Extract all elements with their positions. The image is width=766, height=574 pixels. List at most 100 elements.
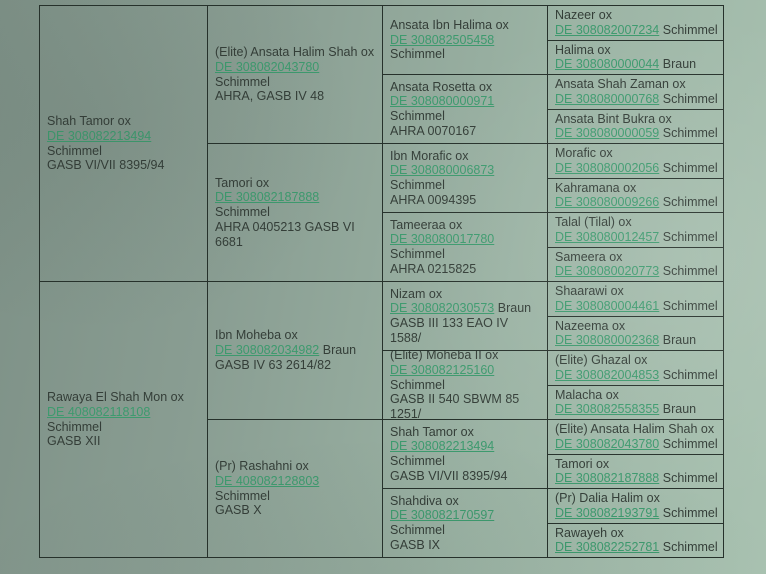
registration-line: DE 308082004853 Schimmel bbox=[555, 368, 718, 383]
studbook-info: GASB III 133 EAO IV 1588/ bbox=[390, 316, 509, 345]
registration-link[interactable]: DE 308082187888 bbox=[215, 190, 320, 205]
registration-link[interactable]: DE 308082004853 bbox=[555, 367, 660, 382]
coat-color: Braun bbox=[662, 57, 697, 72]
coat-color: Braun bbox=[662, 333, 697, 348]
coat-color: Schimmel bbox=[662, 229, 718, 244]
registration-link[interactable]: DE 308080017780 bbox=[390, 232, 495, 247]
registration-link[interactable]: DE 308082043780 bbox=[555, 436, 660, 451]
horse-name: Morafic ox bbox=[555, 146, 613, 160]
horse-name: Shahdiva ox bbox=[390, 493, 459, 508]
registration-link[interactable]: DE 308080000768 bbox=[555, 91, 660, 106]
registration-line: DE 308082034982 Braun bbox=[215, 343, 377, 358]
registration-link[interactable]: DE 308082187888 bbox=[555, 471, 660, 486]
registration-link[interactable]: DE 408082128803 bbox=[215, 473, 320, 488]
studbook-info: GASB IV 63 2614/82 bbox=[215, 357, 332, 372]
horse-name: Ibn Morafic ox bbox=[390, 148, 469, 163]
pedigree-cell-g4-2: Halima ox DE 308080000044 Braun bbox=[548, 40, 724, 75]
horse-name: Tamori ox bbox=[215, 175, 270, 190]
pedigree-cell-g4-4: Ansata Bint Bukra ox DE 308080000059 Sch… bbox=[548, 109, 724, 144]
registration-link[interactable]: DE 308082043780 bbox=[215, 59, 320, 74]
pedigree-table: Shah Tamor ox DE 308082213494 Schimmel G… bbox=[39, 5, 724, 558]
registration-link[interactable]: DE 308080000044 bbox=[555, 57, 660, 72]
registration-link[interactable]: DE 308082125160 bbox=[390, 362, 495, 377]
coat-color: Schimmel bbox=[662, 91, 718, 106]
registration-line: DE 308080002368 Braun bbox=[555, 333, 718, 348]
registration-line: DE 308082187888 Schimmel bbox=[555, 471, 718, 486]
registration-link[interactable]: DE 408082118108 bbox=[47, 404, 151, 419]
coat-color: Schimmel bbox=[662, 540, 718, 555]
horse-name: Rawaya El Shah Mon ox bbox=[47, 390, 184, 404]
registration-link[interactable]: DE 308082007234 bbox=[555, 22, 660, 37]
horse-name: (Elite) Moheba II ox bbox=[390, 351, 499, 363]
registration-link[interactable]: DE 308082558355 bbox=[555, 402, 660, 417]
registration-link[interactable]: DE 308082213494 bbox=[47, 128, 152, 143]
registration-link[interactable]: DE 308080000059 bbox=[555, 126, 660, 141]
pedigree-cell-g2-4: (Pr) Rashahni ox DE 408082128803 Schimme… bbox=[208, 420, 383, 558]
registration-line: DE 308080012457 Schimmel bbox=[555, 230, 718, 245]
registration-link[interactable]: DE 308080012457 bbox=[555, 229, 660, 244]
registration-link[interactable]: DE 308082193791 bbox=[555, 505, 660, 520]
coat-color: Schimmel bbox=[662, 126, 718, 141]
studbook-info: GASB IX bbox=[390, 537, 441, 552]
pedigree-cell-g4-9: Shaarawi ox DE 308080004461 Schimmel bbox=[548, 282, 724, 317]
studbook-info: AHRA 0094395 bbox=[390, 192, 477, 207]
registration-line: DE 308080000044 Braun bbox=[555, 57, 718, 72]
horse-name: Ansata Rosetta ox bbox=[390, 79, 493, 94]
horse-name: Shah Tamor ox bbox=[390, 424, 474, 439]
coat-color: Schimmel bbox=[662, 471, 718, 486]
coat-color: Braun bbox=[662, 402, 697, 417]
registration-link[interactable]: DE 308080004461 bbox=[555, 298, 660, 313]
coat-color: Schimmel bbox=[215, 488, 270, 503]
horse-name: Ibn Moheba ox bbox=[215, 328, 298, 343]
registration-link[interactable]: DE 308080000971 bbox=[390, 94, 495, 109]
registration-link[interactable]: DE 308082030573 bbox=[390, 301, 495, 316]
horse-name: Nizam ox bbox=[390, 286, 443, 301]
pedigree-cell-g1-1: Shah Tamor ox DE 308082213494 Schimmel G… bbox=[40, 6, 208, 282]
horse-name: (Pr) Dalia Halim ox bbox=[555, 491, 660, 505]
registration-line: DE 308082213494 Schimmel bbox=[47, 129, 202, 159]
registration-line: DE 308080020773 Schimmel bbox=[555, 264, 718, 279]
coat-color: Schimmel bbox=[662, 505, 718, 520]
pedigree-cell-g4-11: (Elite) Ghazal ox DE 308082004853 Schimm… bbox=[548, 351, 724, 386]
pedigree-cell-g3-2: Ansata Rosetta ox DE 308080000971 Schimm… bbox=[383, 75, 548, 144]
registration-link[interactable]: DE 308080006873 bbox=[390, 163, 495, 178]
coat-color: Schimmel bbox=[390, 247, 445, 261]
registration-line: DE 308080002056 Schimmel bbox=[555, 161, 718, 176]
horse-name: Tamori ox bbox=[555, 456, 610, 471]
pedigree-cell-g4-3: Ansata Shah Zaman ox DE 308080000768 Sch… bbox=[548, 75, 724, 110]
registration-line: DE 408082118108 Schimmel bbox=[47, 405, 202, 435]
coat-color: Schimmel bbox=[47, 143, 102, 158]
registration-line: DE 308082007234 Schimmel bbox=[555, 23, 718, 38]
registration-line: DE 308080000768 Schimmel bbox=[555, 92, 718, 107]
registration-link[interactable]: DE 308080020773 bbox=[555, 264, 660, 279]
registration-link[interactable]: DE 308080002056 bbox=[555, 160, 660, 175]
horse-name: Halima ox bbox=[555, 42, 611, 57]
registration-link[interactable]: DE 308080009266 bbox=[555, 195, 660, 210]
registration-link[interactable]: DE 308082505458 bbox=[390, 32, 495, 47]
coat-color: Schimmel bbox=[662, 367, 718, 382]
coat-color: Schimmel bbox=[662, 22, 718, 37]
horse-name: (Elite) Ghazal ox bbox=[555, 353, 648, 367]
coat-color: Schimmel bbox=[662, 264, 718, 279]
pedigree-cell-g2-1: (Elite) Ansata Halim Shah ox DE 30808204… bbox=[208, 6, 383, 144]
registration-link[interactable]: DE 308082034982 bbox=[215, 343, 320, 358]
studbook-info: GASB II 540 SBWM 85 1251/ bbox=[390, 392, 520, 420]
studbook-info: GASB VI/VII 8395/94 bbox=[47, 158, 165, 173]
coat-color: Schimmel bbox=[662, 298, 718, 313]
pedigree-cell-g3-3: Ibn Morafic ox DE 308080006873 Schimmel … bbox=[383, 144, 548, 213]
registration-line: DE 308082125160 Schimmel bbox=[390, 363, 542, 393]
studbook-info: AHRA, GASB IV 48 bbox=[215, 89, 325, 104]
coat-color: Schimmel bbox=[390, 47, 445, 62]
coat-color: Schimmel bbox=[390, 109, 445, 123]
horse-name: Shaarawi ox bbox=[555, 284, 624, 298]
horse-name: (Elite) Ansata Halim Shah ox bbox=[215, 45, 375, 59]
registration-line: DE 308082043780 Schimmel bbox=[555, 437, 718, 452]
registration-link[interactable]: DE 308082170597 bbox=[390, 508, 495, 523]
coat-color: Schimmel bbox=[662, 195, 718, 210]
registration-link[interactable]: DE 308082252781 bbox=[555, 540, 660, 555]
registration-link[interactable]: DE 308080002368 bbox=[555, 333, 660, 348]
registration-link[interactable]: DE 308082213494 bbox=[390, 439, 495, 454]
pedigree-cell-g3-7: Shah Tamor ox DE 308082213494 Schimmel G… bbox=[383, 420, 548, 489]
coat-color: Schimmel bbox=[47, 419, 102, 434]
pedigree-cell-g2-2: Tamori ox DE 308082187888 Schimmel AHRA … bbox=[208, 144, 383, 282]
